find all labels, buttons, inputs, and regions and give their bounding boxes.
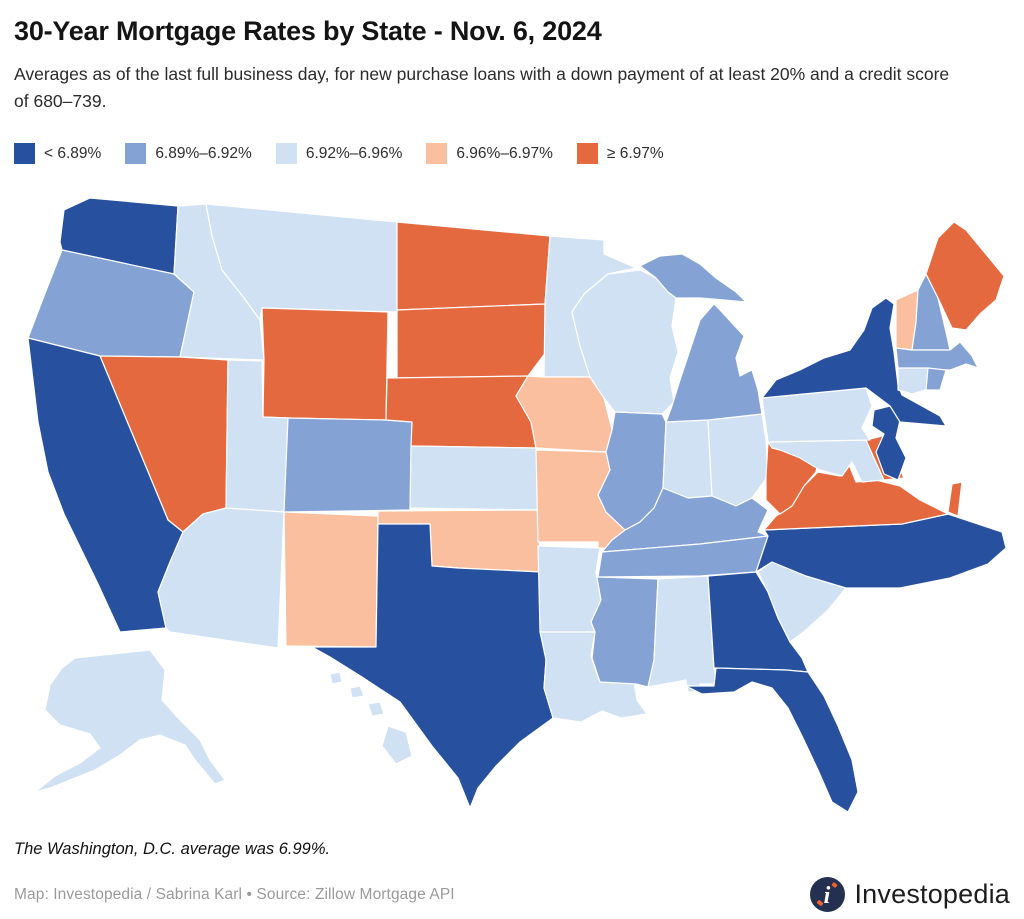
legend-swatch-cat2	[125, 143, 147, 164]
legend-label: 6.92%–6.96%	[305, 144, 403, 162]
states-layer	[27, 197, 1007, 813]
investopedia-logo-text: Investopedia	[854, 879, 1010, 909]
state-NJ[interactable]	[871, 405, 907, 481]
state-VA-eastern-shore[interactable]	[947, 481, 963, 517]
state-HI-kauai[interactable]	[329, 671, 343, 685]
legend-item: < 6.89%	[14, 143, 101, 164]
state-MI-upper-peninsula[interactable]	[639, 253, 747, 303]
credit-line: Map: Investopedia / Sabrina Karl • Sourc…	[14, 885, 455, 903]
state-CO[interactable]	[283, 417, 413, 513]
state-KY[interactable]	[601, 487, 769, 553]
state-MI[interactable]	[665, 303, 763, 423]
legend-label: ≥ 6.97%	[606, 144, 664, 162]
state-HI[interactable]	[329, 671, 413, 765]
state-AR[interactable]	[537, 545, 602, 633]
page-title: 30-Year Mortgage Rates by State - Nov. 6…	[14, 16, 602, 46]
investopedia-logo-icon: i	[810, 877, 846, 912]
state-AK[interactable]	[34, 649, 226, 793]
legend-label: 6.96%–6.97%	[456, 144, 553, 162]
state-IN[interactable]	[662, 419, 713, 499]
state-MS[interactable]	[590, 571, 659, 688]
state-NC[interactable]	[755, 513, 1007, 589]
state-FL[interactable]	[685, 667, 859, 813]
state-SD[interactable]	[396, 303, 547, 379]
legend-label: < 6.89%	[44, 144, 102, 162]
state-HI-oahu[interactable]	[349, 685, 365, 699]
legend-label: 6.89%–6.92%	[155, 144, 252, 162]
dc-footnote: The Washington, D.C. average was 6.99%.	[14, 840, 331, 858]
svg-text:i: i	[824, 883, 831, 909]
state-HI-maui[interactable]	[367, 701, 385, 717]
legend-item: 6.89%–6.92%	[125, 143, 252, 164]
credit-row: Map: Investopedia / Sabrina Karl • Sourc…	[14, 876, 1010, 913]
legend-swatch-cat5	[576, 143, 598, 164]
us-map-svg	[27, 197, 1007, 813]
state-AL[interactable]	[647, 575, 719, 693]
state-TX[interactable]	[311, 523, 554, 809]
state-KS[interactable]	[409, 445, 543, 511]
state-AZ[interactable]	[157, 507, 285, 649]
state-CT[interactable]	[897, 367, 929, 395]
legend-swatch-cat1	[14, 143, 35, 164]
page-subtitle: Averages as of the last full business da…	[14, 64, 950, 112]
state-RI[interactable]	[925, 367, 947, 391]
state-WY[interactable]	[261, 307, 389, 421]
state-NM[interactable]	[283, 511, 379, 648]
state-ME[interactable]	[925, 221, 1005, 331]
legend-swatch-cat3	[275, 143, 297, 164]
us-choropleth-map	[0, 180, 1024, 840]
header: 30-Year Mortgage Rates by State - Nov. 6…	[14, 16, 1004, 115]
legend: < 6.89% 6.89%–6.92% 6.92%–6.96% 6.96%–6.…	[14, 143, 664, 164]
state-ND[interactable]	[396, 221, 551, 311]
legend-item: ≥ 6.97%	[576, 143, 664, 164]
state-NY[interactable]	[761, 297, 947, 427]
state-HI-big-island[interactable]	[381, 725, 413, 765]
state-OH[interactable]	[707, 413, 769, 507]
legend-item: 6.96%–6.97%	[426, 143, 553, 164]
legend-swatch-cat4	[426, 143, 448, 164]
legend-item: 6.92%–6.96%	[275, 143, 403, 164]
investopedia-logo: i Investopedia	[809, 876, 1010, 913]
